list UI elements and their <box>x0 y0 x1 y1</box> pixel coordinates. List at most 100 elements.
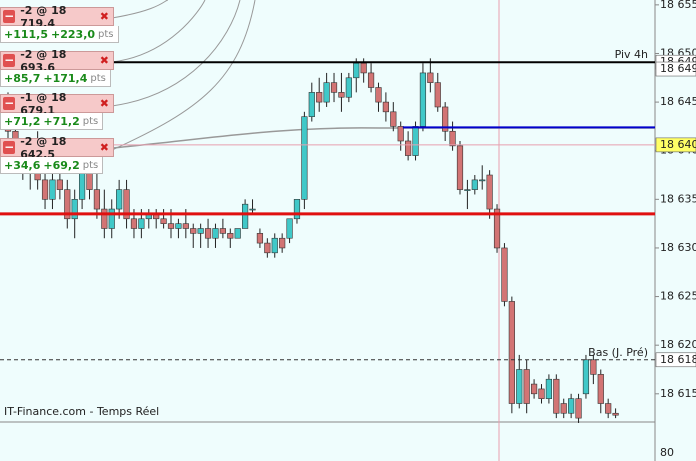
candle-body <box>434 82 441 108</box>
pnl-unit: pts <box>82 115 99 127</box>
candle-body <box>167 223 175 229</box>
candle-body <box>264 242 271 254</box>
level-label: 18 649, <box>660 62 696 75</box>
candle-body <box>41 179 49 200</box>
candle-body <box>471 179 478 190</box>
candle-body <box>568 398 575 414</box>
candle-body <box>234 228 241 239</box>
candle-body <box>49 179 56 200</box>
close-order-button[interactable]: − <box>3 9 16 23</box>
order: − -2 @ 18 719,4 ✖ +111,5 +223,0 pts <box>0 4 119 43</box>
cancel-button[interactable]: ✖ <box>99 54 109 67</box>
candle-body <box>501 247 508 302</box>
close-order-button[interactable]: − <box>3 53 16 67</box>
candle-body <box>449 130 456 147</box>
candle-body <box>479 179 486 182</box>
candle-body <box>345 77 352 98</box>
candle-body <box>538 388 545 399</box>
candle-body <box>160 218 167 224</box>
candle-body <box>353 62 360 79</box>
y-tick-label: 18 625 <box>660 290 696 303</box>
candle-body <box>456 145 464 190</box>
candle-body <box>249 208 256 211</box>
cancel-button[interactable]: ✖ <box>99 97 109 110</box>
candle-body <box>323 82 330 103</box>
candle-body <box>375 87 382 103</box>
candle-body <box>605 403 612 414</box>
pnl-unit: pts <box>82 159 99 171</box>
y-tick-label: 18 620 <box>660 338 696 351</box>
level-label-box <box>655 137 696 153</box>
y-tick-label: 18 655 <box>660 0 696 11</box>
level-label-box <box>655 61 696 77</box>
lower-pane-tick: 80 <box>660 446 674 459</box>
order-header: − -2 @ 18 693,6 ✖ <box>0 48 114 74</box>
candle-body <box>523 369 530 404</box>
cancel-button[interactable]: ✖ <box>99 141 109 154</box>
candle-body <box>64 189 71 220</box>
candle-body <box>271 237 278 254</box>
close-order-button[interactable]: − <box>3 140 16 154</box>
candle-body <box>590 359 597 375</box>
pnl-total: +71,2 <box>43 114 80 128</box>
candle-body <box>330 82 338 93</box>
candle-body <box>197 228 204 234</box>
order-header: − -2 @ 18 642,5 ✖ <box>0 135 114 161</box>
candle-body <box>464 189 471 191</box>
candle-body <box>227 233 234 239</box>
order-pnl: +71,2 +71,2 pts <box>0 113 104 130</box>
candle-body <box>442 106 449 132</box>
close-order-button[interactable]: − <box>3 96 16 110</box>
y-tick-label: 18 645 <box>660 95 696 108</box>
candle-body <box>367 72 375 88</box>
candle-body <box>360 62 367 74</box>
candle-body <box>516 369 523 404</box>
pnl-total: +171,4 <box>43 71 88 85</box>
candle-body <box>123 189 130 220</box>
candle-body <box>116 189 123 210</box>
pnl-unit-points: +34,6 <box>4 158 41 172</box>
candle-body <box>279 237 286 249</box>
candle-body <box>219 228 226 234</box>
candle-body <box>56 179 63 190</box>
pnl-unit-points: +111,5 <box>4 27 49 41</box>
order: − -1 @ 18 679,1 ✖ +71,2 +71,2 pts <box>0 91 114 130</box>
candle-body <box>553 378 560 414</box>
level-label-box <box>655 352 696 368</box>
level-label: 18 640, <box>660 138 696 151</box>
candle-body <box>293 199 301 220</box>
cancel-button[interactable]: ✖ <box>99 10 109 23</box>
candle-body <box>575 398 582 419</box>
candle-body <box>256 233 264 244</box>
candle-body <box>412 126 419 156</box>
candle-body <box>612 412 619 416</box>
pnl-unit: pts <box>90 72 106 84</box>
level-name: Bas (J. Pré) <box>588 346 648 359</box>
pnl-unit-points: +71,2 <box>4 114 41 128</box>
order: − -2 @ 18 642,5 ✖ +34,6 +69,2 pts <box>0 135 114 174</box>
candle-body <box>101 208 108 229</box>
y-tick-label: 18 615 <box>660 387 696 400</box>
candle-body <box>545 378 553 399</box>
candle-body <box>204 228 212 239</box>
candle-body <box>308 92 315 117</box>
candle-body <box>242 203 249 229</box>
candle-body <box>338 92 345 98</box>
candle-body <box>493 208 501 249</box>
pnl-total: +69,2 <box>43 158 80 172</box>
candle-body <box>108 208 115 229</box>
candle-body <box>390 111 397 127</box>
candle-body <box>582 359 590 395</box>
candle-body <box>486 174 493 210</box>
candle-body <box>175 223 182 229</box>
candle-body <box>316 92 323 103</box>
order-pnl: +111,5 +223,0 pts <box>0 26 119 43</box>
y-tick-label: 18 635 <box>660 192 696 205</box>
order-pnl: +34,6 +69,2 pts <box>0 157 104 174</box>
candle-body <box>78 169 86 200</box>
pnl-total: +223,0 <box>51 27 96 41</box>
level-label: 18 618, <box>660 353 696 366</box>
